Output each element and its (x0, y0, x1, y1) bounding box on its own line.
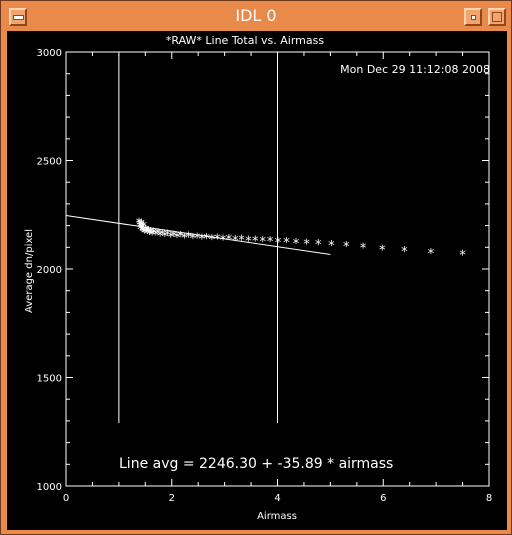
data-point: * (177, 230, 184, 245)
data-point: * (143, 226, 150, 241)
data-point: * (259, 235, 266, 250)
data-point: * (157, 229, 164, 244)
plot-canvas: *RAW* Line Total vs. Airmass Mon Dec 29 … (7, 31, 507, 530)
menu-bar-icon (13, 15, 24, 20)
maximize-icon (492, 12, 502, 22)
data-point: * (214, 233, 221, 248)
x-axis-label: Airmass (257, 511, 297, 522)
data-point: * (199, 233, 206, 248)
data-point: * (167, 230, 174, 245)
data-point: * (275, 236, 282, 251)
timestamp: Mon Dec 29 11:12:08 2008 (340, 63, 490, 76)
maximize-button[interactable] (488, 8, 506, 26)
data-point: * (245, 235, 252, 250)
data-point: * (459, 249, 466, 264)
data-point: * (159, 228, 166, 243)
fit-equation: Line avg = 2246.30 + -35.89 * airmass (119, 456, 393, 472)
data-point: * (428, 247, 435, 262)
window-title: IDL 0 (235, 6, 277, 25)
data-point: * (267, 235, 274, 250)
data-point: * (144, 227, 151, 242)
data-point: * (303, 237, 310, 252)
data-point: * (293, 237, 300, 252)
chart-title: *RAW* Line Total vs. Airmass (166, 34, 324, 47)
data-point: * (145, 225, 152, 240)
data-point: * (226, 233, 233, 248)
data-point: * (283, 236, 290, 251)
data-point: * (194, 231, 201, 246)
data-point: * (238, 234, 245, 249)
data-point: * (174, 231, 181, 246)
minimize-icon (471, 15, 476, 20)
data-point: * (185, 231, 192, 246)
scatter-chart: *RAW* Line Total vs. Airmass Mon Dec 29 … (24, 34, 492, 522)
y-tick-label: 3000 (37, 48, 62, 59)
data-point: * (315, 238, 322, 253)
data-point: * (343, 240, 350, 255)
data-point: * (149, 228, 156, 243)
y-tick-label: 1500 (37, 374, 62, 385)
window-menu-button[interactable] (9, 8, 27, 26)
title-bar[interactable]: IDL 0 (4, 4, 508, 30)
y-tick-label: 2500 (37, 157, 62, 168)
x-tick-label: 0 (63, 493, 69, 504)
data-point: * (153, 229, 160, 244)
x-tick-label: 8 (486, 493, 492, 504)
data-point: * (140, 220, 147, 235)
y-tick-label: 2000 (37, 265, 62, 276)
fit-line (65, 215, 331, 255)
data-point: * (142, 223, 149, 238)
x-tick-label: 6 (380, 493, 386, 504)
data-point: * (401, 245, 408, 260)
data-point: * (209, 233, 216, 248)
x-tick-label: 2 (169, 493, 175, 504)
data-point: * (328, 239, 335, 254)
data-point: * (136, 219, 143, 234)
data-point: * (190, 232, 197, 247)
data-point: * (162, 230, 169, 245)
data-point: * (137, 223, 144, 238)
data-point: * (138, 220, 145, 235)
minimize-button[interactable] (464, 8, 482, 26)
y-axis-label: Average dn/pixel (24, 229, 35, 313)
data-point: * (146, 228, 153, 243)
data-point: * (138, 217, 145, 232)
data-point: * (252, 234, 259, 249)
data-point: * (139, 224, 146, 239)
data-point: * (140, 225, 147, 240)
data-point: * (151, 227, 158, 242)
y-tick-label: 1000 (37, 482, 62, 493)
data-point: * (147, 226, 154, 241)
data-point: * (181, 232, 188, 247)
data-point: * (141, 227, 148, 242)
data-point: * (171, 229, 178, 244)
data-point: * (136, 216, 143, 231)
data-point: * (220, 233, 227, 248)
data-point: * (164, 229, 171, 244)
data-point: * (232, 234, 239, 249)
data-point: * (379, 243, 386, 258)
x-tick-label: 4 (274, 493, 280, 504)
data-point: * (155, 227, 162, 242)
data-point: * (139, 222, 146, 237)
data-point: * (203, 232, 210, 247)
data-point: * (137, 221, 144, 236)
data-point: * (360, 242, 367, 257)
